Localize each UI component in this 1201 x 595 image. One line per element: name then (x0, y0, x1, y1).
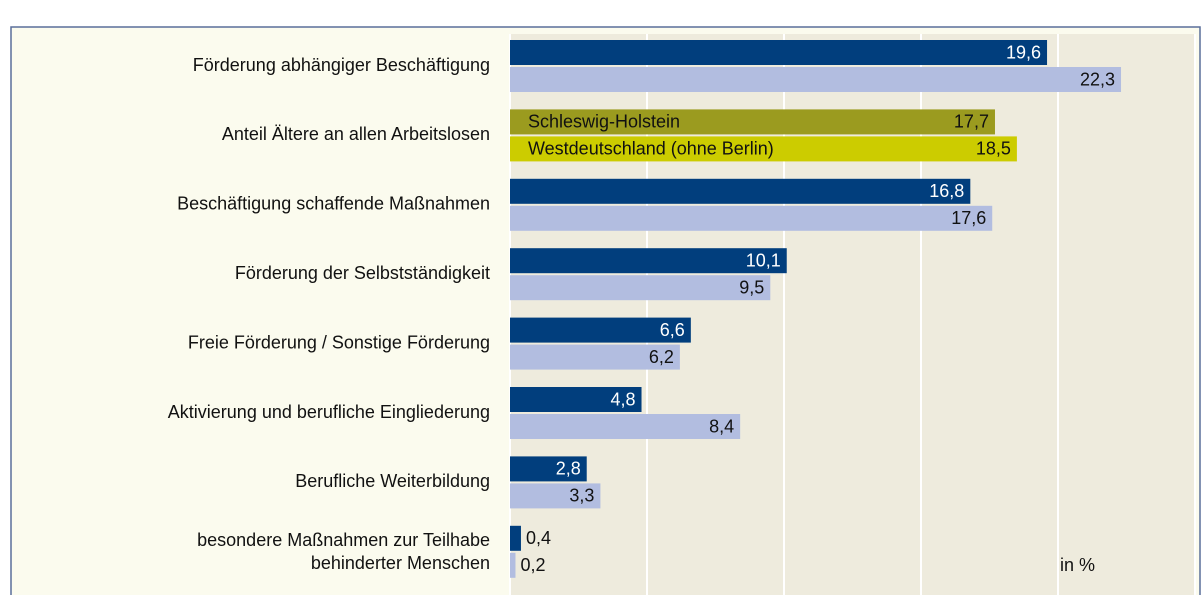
category-label: Berufliche Weiterbildung (295, 471, 490, 491)
value-label: 8,4 (709, 416, 734, 436)
value-label: 6,6 (660, 320, 685, 340)
value-label: 18,5 (976, 139, 1011, 159)
bar (510, 552, 516, 578)
value-label: 0,2 (520, 555, 545, 575)
bar (510, 40, 1048, 65)
bar (510, 136, 1017, 162)
bar (510, 344, 680, 370)
bar (510, 483, 601, 509)
bar (510, 178, 971, 204)
value-label: 22,3 (1080, 69, 1115, 89)
category-label: Förderung der Selbstständigkeit (235, 263, 490, 283)
legend-label: Schleswig-Holstein (528, 112, 680, 132)
bar (510, 275, 771, 301)
value-label: 0,4 (526, 528, 551, 548)
value-label: 3,3 (569, 486, 594, 506)
value-label: 17,6 (951, 208, 986, 228)
bar (510, 109, 995, 135)
unit-label: in % (1060, 555, 1095, 575)
value-label: 9,5 (739, 277, 764, 297)
bar (510, 67, 1122, 92)
value-label: 10,1 (746, 250, 781, 270)
category-label-line: besondere Maßnahmen zur Teilhabe (197, 530, 490, 550)
value-label: 19,6 (1006, 42, 1041, 62)
bar (510, 248, 787, 274)
category-label: Aktivierung und berufliche Eingliederung (168, 402, 490, 422)
category-label: besondere Maßnahmen zur Teilhabe behinder… (197, 530, 490, 573)
value-label: 17,7 (954, 112, 989, 132)
category-label: Förderung abhängiger Beschäftigung (193, 55, 490, 75)
value-label: 16,8 (929, 181, 964, 201)
category-label-line: behinderter Menschen (311, 553, 490, 573)
bar (510, 317, 691, 343)
value-label: 6,2 (649, 347, 674, 367)
value-label: 4,8 (610, 389, 635, 409)
bar (510, 525, 521, 551)
bar (510, 414, 741, 439)
bar (510, 205, 993, 231)
category-label: Beschäftigung schaffende Maßnahmen (177, 194, 490, 214)
bar (510, 387, 642, 412)
legend-label: Westdeutschland (ohne Berlin) (528, 139, 774, 159)
category-label: Freie Förderung / Sonstige Förderung (188, 332, 490, 352)
category-label: Anteil Ältere an allen Arbeitslosen (222, 124, 490, 144)
bar (510, 456, 587, 482)
value-label: 2,8 (556, 459, 581, 479)
